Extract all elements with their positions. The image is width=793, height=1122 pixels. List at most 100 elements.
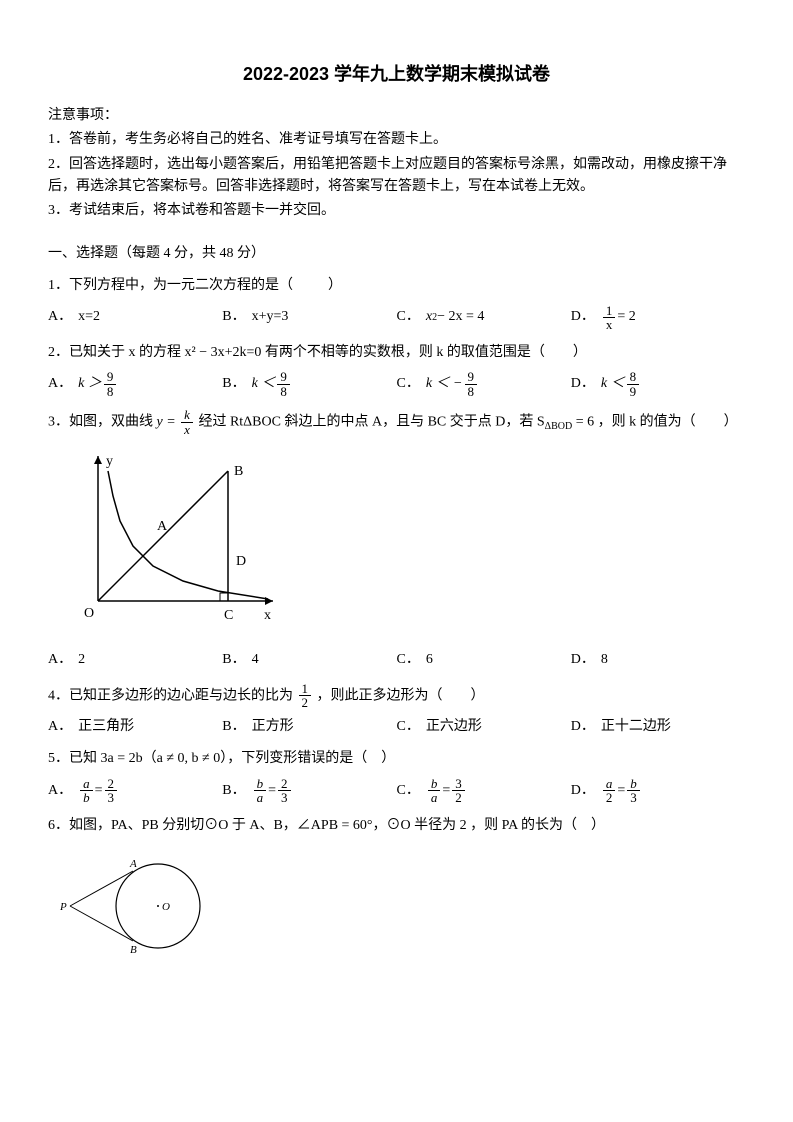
q5-b-eq: = <box>268 780 276 802</box>
q3-option-b: B．4 <box>222 649 396 671</box>
notice-item-3: 3．考试结束后，将本试卷和答题卡一并交回。 <box>48 200 745 222</box>
q1-blank <box>297 278 325 293</box>
q1-b-text: x+y=3 <box>252 306 289 328</box>
q2-b-den: 8 <box>277 385 290 399</box>
q2-option-c: C． k ＜ − 98 <box>397 370 571 398</box>
q5-a-f1: ab <box>80 777 93 805</box>
q1-option-d: D． 1 x = 2 <box>571 304 745 332</box>
option-label-a: A． <box>48 780 72 802</box>
svg-text:O: O <box>162 901 170 913</box>
q3-sub: ΔBOD <box>545 422 573 433</box>
q4-option-a: A．正三角形 <box>48 716 222 738</box>
q3-stem: 3．如图，双曲线 y = kx 经过 RtΔBOC 斜边上的中点 A，且与 BC… <box>48 408 745 436</box>
svg-text:P: P <box>59 901 67 913</box>
q5-d-f2: b3 <box>627 777 640 805</box>
q3-frac-den: x <box>181 423 193 437</box>
option-label-d: D． <box>571 716 595 738</box>
q2-b-pre: k ＜ <box>252 373 276 395</box>
q5-option-a: A． ab = 23 <box>48 777 222 805</box>
option-label-b: B． <box>222 716 245 738</box>
q5-stem: 5．已知 3a = 2b（a ≠ 0, b ≠ 0），下列变形错误的是（ ） <box>48 748 745 770</box>
q5-c-n1: b <box>428 777 441 792</box>
q5-d-n1: a <box>603 777 616 792</box>
q5-d-eq: = <box>617 780 625 802</box>
option-label-b: B． <box>222 373 245 395</box>
q5-c-eq: = <box>442 780 450 802</box>
q1-stem: 1．下列方程中，为一元二次方程的是（ ） <box>48 275 745 297</box>
q3-d-text: 8 <box>601 649 608 671</box>
q5-b-f2: 23 <box>278 777 291 805</box>
q2-b-frac: 98 <box>277 370 290 398</box>
q4-stem: 4．已知正多边形的边心距与边长的比为 12 ，则此正多边形为（ ） <box>48 682 745 710</box>
q6-diagram: PABO <box>58 851 218 961</box>
q6-stem: 6．如图，PA、PB 分别切⊙O 于 A、B，∠APB = 60°，⊙O 半径为… <box>48 815 745 837</box>
page-title: 2022-2023 学年九上数学期末模拟试卷 <box>48 60 745 89</box>
q2-d-frac: 89 <box>627 370 640 398</box>
q4-c-text: 正六边形 <box>426 716 482 738</box>
q2-option-b: B． k ＜ 98 <box>222 370 396 398</box>
q1-d-num: 1 <box>603 304 616 319</box>
notice-heading: 注意事项： <box>48 105 745 127</box>
q5-option-b: B． ba = 23 <box>222 777 396 805</box>
q4-d-text: 正十二边形 <box>601 716 671 738</box>
q3-option-d: D．8 <box>571 649 745 671</box>
q5-b-d2: 3 <box>278 791 291 805</box>
notice-item-1: 1．答卷前，考生务必将自己的姓名、准考证号填写在答题卡上。 <box>48 129 745 151</box>
q1-stem-text: 1．下列方程中，为一元二次方程的是（ <box>48 278 293 293</box>
option-label-b: B． <box>222 780 245 802</box>
q5-a-n1: a <box>80 777 93 792</box>
q5-a-d1: b <box>80 791 93 805</box>
q5-c-f1: ba <box>428 777 441 805</box>
option-label-c: C． <box>397 306 420 328</box>
q3-stem-b: 经过 RtΔBOC 斜边上的中点 A，且与 BC 交于点 D，若 S <box>198 415 544 430</box>
svg-text:D: D <box>236 554 246 569</box>
q1-option-c: C． x2 − 2x = 4 <box>397 304 571 332</box>
option-label-b: B． <box>222 306 245 328</box>
q3-option-a: A．2 <box>48 649 222 671</box>
q2-d-pre: k ＜ <box>601 373 625 395</box>
svg-text:O: O <box>84 606 94 621</box>
q1-c-rest: − 2x = 4 <box>437 306 484 328</box>
q2-d-den: 9 <box>627 385 640 399</box>
q5-b-n1: b <box>254 777 267 792</box>
q2-option-a: A． k ＞ 98 <box>48 370 222 398</box>
q4-option-d: D． 正十二边形 <box>571 716 745 738</box>
q4-b-text: 正方形 <box>252 716 294 738</box>
q1-d-eq: = 2 <box>617 306 635 328</box>
q5-d-f1: a2 <box>603 777 616 805</box>
q3-yeq: y = <box>157 415 180 430</box>
q2-d-num: 8 <box>627 370 640 385</box>
q4-num: 1 <box>299 682 312 697</box>
q4-stem-b: ，则此正多边形为（ ） <box>317 688 485 703</box>
q5-b-n2: 2 <box>278 777 291 792</box>
q2-b-num: 9 <box>277 370 290 385</box>
svg-text:A: A <box>157 519 168 534</box>
option-label-c: C． <box>397 716 420 738</box>
q2-a-den: 8 <box>104 385 117 399</box>
q3-frac: kx <box>181 408 193 436</box>
option-label-b: B． <box>222 649 245 671</box>
option-label-d: D． <box>571 780 595 802</box>
q3-stem-c: = 6 ，则 k 的值为（ ） <box>576 415 738 430</box>
q3-a-text: 2 <box>78 649 85 671</box>
q5-d-d2: 3 <box>627 791 640 805</box>
q2-stem: 2．已知关于 x 的方程 x² − 3x+2k=0 有两个不相等的实数根，则 k… <box>48 342 745 364</box>
q5-a-d2: 3 <box>105 791 118 805</box>
q3-diagram: OCxyBAD <box>58 451 278 631</box>
q1-a-text: x=2 <box>78 306 100 328</box>
q2-a-frac: 98 <box>104 370 117 398</box>
q1-d-den: x <box>603 318 616 332</box>
option-label-d: D． <box>571 373 595 395</box>
svg-text:A: A <box>129 858 137 870</box>
q5-c-f2: 32 <box>452 777 465 805</box>
q5-a-f2: 23 <box>105 777 118 805</box>
svg-text:x: x <box>264 608 271 623</box>
q2-c-den: 8 <box>465 385 478 399</box>
q3-stem-a: 3．如图，双曲线 <box>48 415 157 430</box>
notice-item-2: 2．回答选择题时，选出每小题答案后，用铅笔把答题卡上对应题目的答案标号涂黑，如需… <box>48 154 745 199</box>
q5-b-f1: ba <box>254 777 267 805</box>
section-1-heading: 一、选择题（每题 4 分，共 48 分） <box>48 243 745 265</box>
option-label-c: C． <box>397 649 420 671</box>
q5-c-d1: a <box>428 791 441 805</box>
q6-figure: PABO <box>58 851 745 969</box>
